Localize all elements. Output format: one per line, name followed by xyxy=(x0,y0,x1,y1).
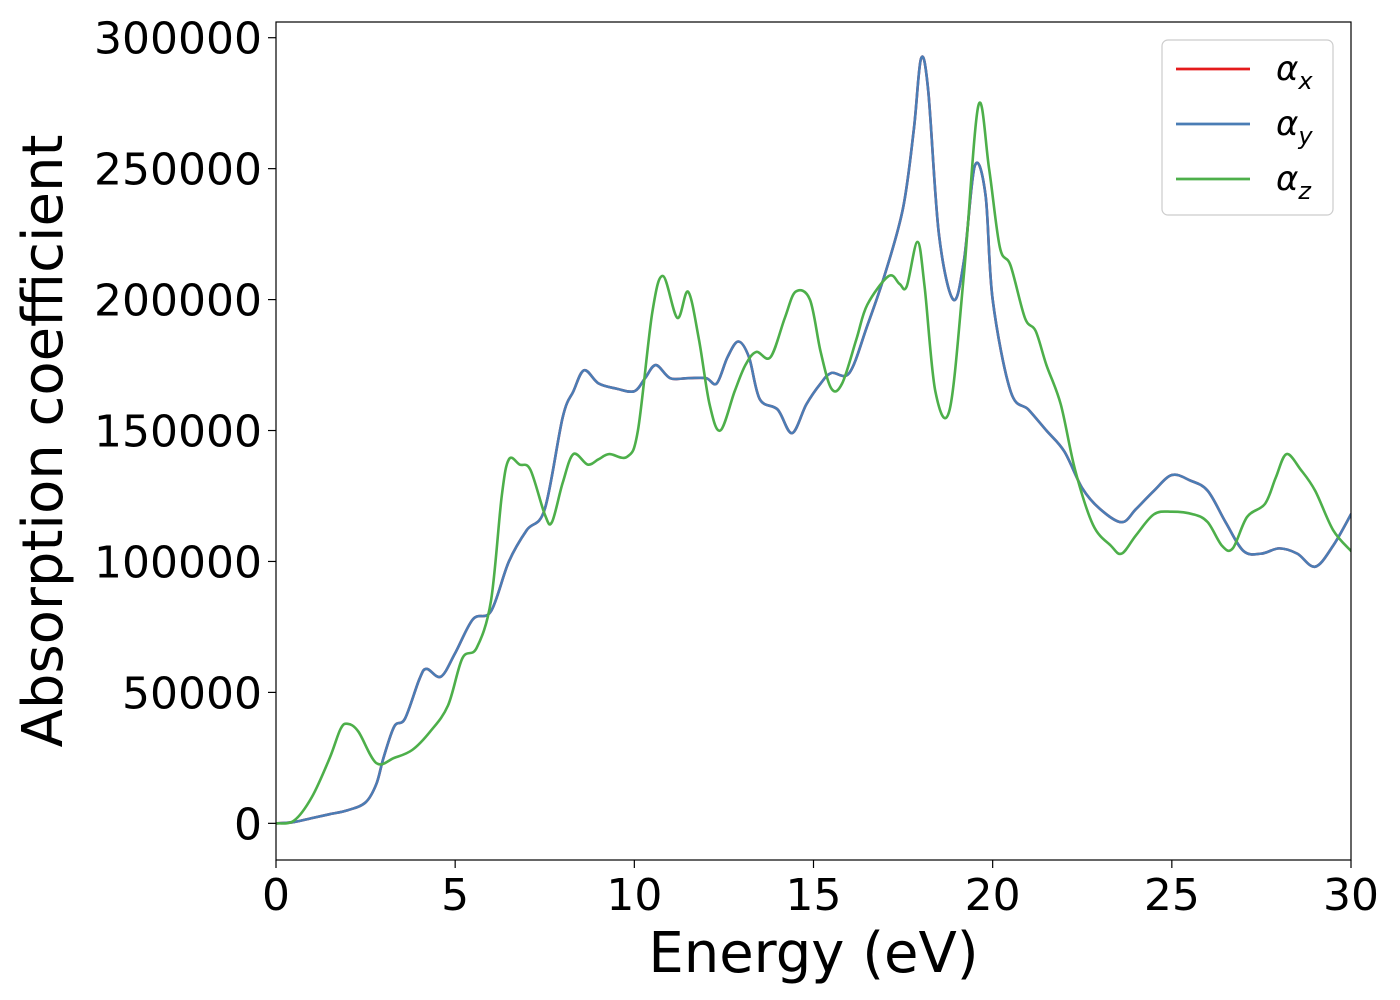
x-tick-label: 15 xyxy=(786,870,842,921)
y-tick-label: 200000 xyxy=(94,276,262,327)
legend-symbol: α xyxy=(1276,159,1298,199)
y-axis-label: Absorption coefficient xyxy=(11,135,76,748)
y-tick-label: 250000 xyxy=(94,145,262,196)
y-tick-label: 100000 xyxy=(94,537,262,588)
y-tick-label: 50000 xyxy=(122,668,262,719)
legend-subscript: x xyxy=(1297,67,1313,95)
x-tick-label: 5 xyxy=(441,870,469,921)
legend-box xyxy=(1161,39,1334,216)
legend-entry-z: αz xyxy=(1276,159,1312,205)
x-tick-label: 10 xyxy=(606,870,662,921)
legend-entry-x: αx xyxy=(1276,49,1313,95)
legend-symbol: α xyxy=(1276,104,1298,144)
series-layer xyxy=(276,55,1351,825)
legend-subscript: z xyxy=(1297,177,1312,205)
x-tick-label: 30 xyxy=(1323,870,1379,921)
x-axis-label: Energy (eV) xyxy=(648,921,978,986)
y-tick-label: 0 xyxy=(234,799,262,850)
series-line-z xyxy=(276,101,1351,825)
legend-entry-y: αy xyxy=(1276,104,1313,150)
x-tick-label: 20 xyxy=(965,870,1021,921)
y-tick-label: 300000 xyxy=(94,14,262,65)
x-tick-label: 0 xyxy=(262,870,290,921)
legend-symbol: α xyxy=(1276,49,1298,89)
legend-subscript: y xyxy=(1297,122,1313,150)
x-tick-label: 25 xyxy=(1144,870,1200,921)
y-axis-ticks: 0 50000 100000 150000 200000 250000 300000 xyxy=(94,14,276,850)
x-axis-ticks: 0 5 10 15 20 25 30 xyxy=(262,860,1379,921)
y-tick-label: 150000 xyxy=(94,407,262,458)
series-line-y xyxy=(276,55,1351,825)
